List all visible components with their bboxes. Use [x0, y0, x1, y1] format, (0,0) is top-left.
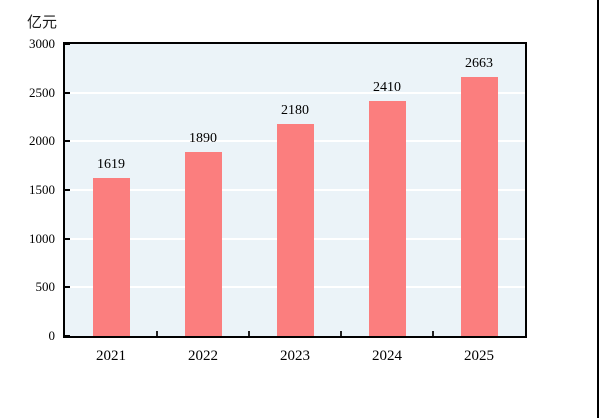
- y-tick-mark: [65, 286, 70, 289]
- gridline: [65, 91, 525, 94]
- y-tick-mark: [65, 91, 70, 94]
- y-tick-label: 3000: [29, 36, 55, 51]
- x-tick-mark: [340, 331, 342, 336]
- x-tick-label: 2023: [280, 348, 310, 364]
- y-tick-mark: [65, 43, 70, 45]
- x-tick-label: 2025: [464, 348, 494, 364]
- x-tick-label: 2022: [188, 348, 218, 364]
- y-tick-mark: [65, 189, 70, 191]
- y-tick-label: 500: [35, 279, 56, 295]
- bar-value-label: 1619: [97, 157, 125, 173]
- bar: [460, 76, 498, 336]
- bar: [368, 101, 406, 336]
- bar-value-label: 2663: [465, 55, 493, 71]
- y-tick-label: 0: [48, 328, 56, 343]
- bar-value-label: 1890: [189, 131, 217, 147]
- y-tick-mark: [65, 335, 70, 337]
- y-tick-label: 2000: [29, 133, 55, 149]
- x-tick-mark: [432, 331, 434, 336]
- bar-value-label: 2410: [373, 80, 401, 96]
- bar: [92, 178, 130, 336]
- y-axis-unit-label: 亿元: [27, 15, 58, 31]
- plot-area: 1619 1890 2180 2410 2663: [63, 42, 527, 338]
- y-tick-label: 1000: [29, 230, 55, 246]
- bar: [276, 123, 314, 336]
- x-tick-label: 2024: [372, 348, 402, 364]
- right-border-rule: [597, 0, 599, 418]
- y-tick-label: 1500: [29, 182, 55, 197]
- y-tick-mark: [65, 237, 70, 240]
- y-tick-mark: [65, 140, 70, 143]
- bar-value-label: 2180: [281, 102, 309, 118]
- y-tick-label: 2500: [29, 84, 55, 100]
- x-tick-mark: [156, 331, 158, 336]
- bar: [184, 152, 222, 336]
- x-tick-mark: [248, 331, 250, 336]
- x-tick-label: 2021: [96, 348, 126, 364]
